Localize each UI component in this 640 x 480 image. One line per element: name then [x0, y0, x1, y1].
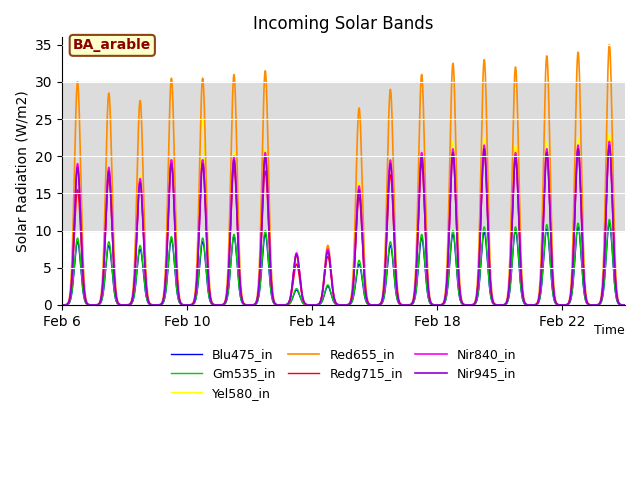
Gm535_in — [393, 295, 401, 301]
Nir945_in — [605, 142, 613, 148]
Text: BA_arable: BA_arable — [73, 38, 152, 52]
Blu475_in — [621, 302, 629, 308]
Redg715_in — [247, 302, 255, 308]
Blu475_in — [308, 302, 316, 308]
Line: Blu475_in: Blu475_in — [62, 223, 625, 305]
Redg715_in — [615, 300, 623, 306]
Bar — [62, 82, 625, 230]
Blu475_in — [81, 298, 88, 303]
Blu475_in — [605, 220, 613, 226]
Redg715_in — [162, 270, 170, 276]
Legend: Blu475_in, Gm535_in, Yel580_in, Red655_in, Redg715_in, Nir840_in, Nir945_in: Blu475_in, Gm535_in, Yel580_in, Red655_i… — [166, 343, 521, 405]
Gm535_in — [605, 216, 613, 222]
Yel580_in — [247, 302, 255, 308]
Nir840_in — [308, 302, 316, 308]
Red655_in — [615, 300, 623, 305]
Nir840_in — [393, 286, 401, 292]
Redg715_in — [81, 294, 88, 300]
Gm535_in — [615, 301, 623, 307]
Line: Nir840_in: Nir840_in — [62, 142, 625, 305]
Yel580_in — [159, 299, 166, 305]
Nir840_in — [159, 299, 166, 305]
Gm535_in — [247, 302, 255, 308]
Blu475_in — [58, 302, 66, 308]
Redg715_in — [308, 302, 316, 308]
Red655_in — [159, 297, 166, 303]
Redg715_in — [393, 288, 401, 294]
Nir945_in — [308, 302, 316, 308]
Blu475_in — [159, 300, 166, 306]
Line: Nir945_in: Nir945_in — [62, 145, 625, 305]
Nir945_in — [58, 302, 66, 308]
Yel580_in — [308, 302, 316, 308]
Red655_in — [162, 251, 170, 257]
Yel580_in — [162, 270, 170, 276]
Blu475_in — [162, 288, 170, 293]
Yel580_in — [621, 302, 629, 308]
Yel580_in — [393, 288, 401, 293]
Nir945_in — [621, 302, 629, 308]
Nir945_in — [247, 302, 255, 308]
Gm535_in — [308, 302, 316, 308]
Nir840_in — [605, 139, 613, 144]
Gm535_in — [162, 287, 170, 292]
Redg715_in — [58, 302, 66, 308]
Yel580_in — [615, 300, 623, 306]
Gm535_in — [621, 302, 629, 308]
Nir840_in — [81, 292, 88, 298]
Yel580_in — [58, 302, 66, 308]
Line: Redg715_in: Redg715_in — [62, 145, 625, 305]
Nir945_in — [162, 270, 170, 276]
Y-axis label: Solar Radiation (W/m2): Solar Radiation (W/m2) — [15, 90, 29, 252]
Line: Red655_in: Red655_in — [62, 45, 625, 305]
Red655_in — [308, 302, 316, 308]
Nir945_in — [393, 287, 401, 292]
Red655_in — [58, 302, 66, 308]
Title: Incoming Solar Bands: Incoming Solar Bands — [253, 15, 434, 33]
Red655_in — [393, 278, 401, 284]
Nir840_in — [58, 302, 66, 308]
Redg715_in — [605, 142, 613, 148]
Gm535_in — [58, 302, 66, 308]
Blu475_in — [615, 301, 623, 307]
Yel580_in — [81, 292, 88, 298]
Yel580_in — [199, 116, 207, 122]
Red655_in — [247, 302, 255, 308]
Red655_in — [605, 42, 613, 48]
Red655_in — [621, 302, 629, 308]
Blu475_in — [247, 302, 255, 308]
Nir945_in — [81, 292, 88, 298]
Nir840_in — [621, 302, 629, 308]
Line: Yel580_in: Yel580_in — [62, 119, 625, 305]
Nir840_in — [615, 300, 623, 306]
Redg715_in — [621, 302, 629, 308]
Gm535_in — [159, 300, 166, 306]
Nir945_in — [159, 299, 166, 305]
Red655_in — [81, 286, 88, 292]
Nir945_in — [615, 300, 623, 306]
Text: Time: Time — [595, 324, 625, 336]
Gm535_in — [81, 297, 88, 303]
Redg715_in — [159, 299, 166, 305]
Blu475_in — [393, 296, 401, 301]
Nir840_in — [162, 270, 170, 276]
Line: Gm535_in: Gm535_in — [62, 219, 625, 305]
Nir840_in — [247, 302, 255, 308]
